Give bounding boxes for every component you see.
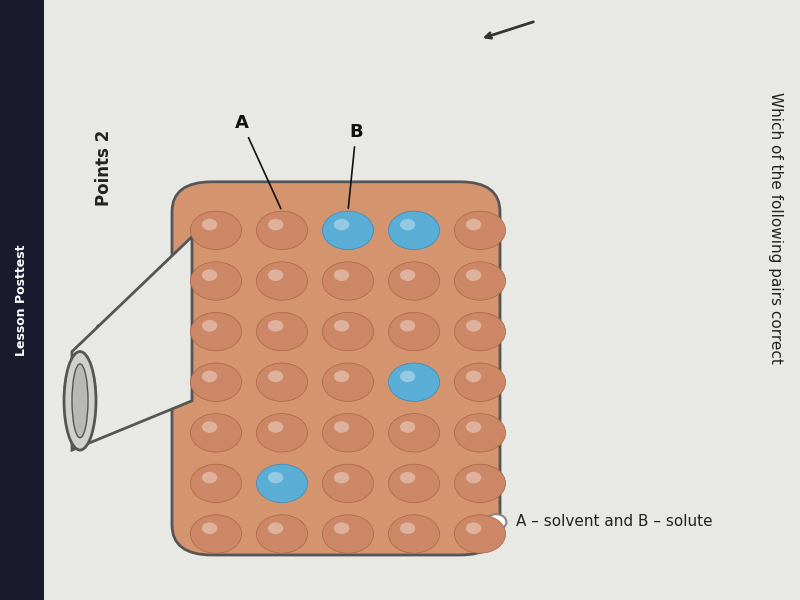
Text: Points 2: Points 2 — [95, 130, 113, 206]
Circle shape — [190, 363, 242, 401]
Circle shape — [400, 269, 415, 281]
Circle shape — [466, 523, 482, 534]
Ellipse shape — [72, 364, 88, 438]
Circle shape — [190, 262, 242, 300]
Circle shape — [389, 262, 440, 300]
Circle shape — [322, 515, 374, 553]
Bar — [0, 0, 44, 600]
Circle shape — [454, 211, 506, 250]
Circle shape — [400, 472, 415, 484]
Circle shape — [322, 363, 374, 401]
Circle shape — [334, 472, 350, 484]
Circle shape — [256, 464, 308, 503]
Circle shape — [389, 363, 440, 401]
Circle shape — [190, 211, 242, 250]
Text: A – solvent and B – solute: A – solvent and B – solute — [516, 514, 713, 529]
Circle shape — [202, 269, 218, 281]
Circle shape — [400, 320, 415, 332]
Circle shape — [400, 219, 415, 230]
Circle shape — [400, 421, 415, 433]
Circle shape — [256, 262, 308, 300]
Circle shape — [322, 413, 374, 452]
Circle shape — [202, 421, 218, 433]
Circle shape — [454, 464, 506, 503]
Circle shape — [256, 413, 308, 452]
Circle shape — [202, 523, 218, 534]
Ellipse shape — [64, 352, 96, 450]
Circle shape — [334, 371, 350, 382]
Text: Which of the following pairs correct: Which of the following pairs correct — [769, 92, 783, 364]
FancyBboxPatch shape — [172, 182, 500, 555]
Circle shape — [190, 515, 242, 553]
Circle shape — [268, 320, 283, 332]
Text: Lesson Posttest: Lesson Posttest — [15, 244, 29, 356]
Circle shape — [322, 262, 374, 300]
Circle shape — [400, 523, 415, 534]
Polygon shape — [72, 236, 192, 450]
Circle shape — [466, 320, 482, 332]
Circle shape — [322, 464, 374, 503]
Circle shape — [202, 320, 218, 332]
Circle shape — [256, 515, 308, 553]
Circle shape — [202, 371, 218, 382]
Circle shape — [454, 515, 506, 553]
Circle shape — [202, 472, 218, 484]
Circle shape — [334, 269, 350, 281]
Circle shape — [466, 472, 482, 484]
Circle shape — [466, 269, 482, 281]
Text: Question 3: Question 3 — [95, 321, 113, 423]
Circle shape — [334, 320, 350, 332]
Circle shape — [334, 421, 350, 433]
Circle shape — [256, 211, 308, 250]
Circle shape — [389, 464, 440, 503]
Circle shape — [454, 313, 506, 351]
Circle shape — [466, 371, 482, 382]
Circle shape — [454, 363, 506, 401]
Circle shape — [454, 262, 506, 300]
Circle shape — [190, 464, 242, 503]
Circle shape — [389, 313, 440, 351]
Circle shape — [268, 523, 283, 534]
Circle shape — [389, 413, 440, 452]
Circle shape — [268, 219, 283, 230]
Circle shape — [466, 421, 482, 433]
Circle shape — [389, 211, 440, 250]
Circle shape — [202, 219, 218, 230]
Circle shape — [190, 313, 242, 351]
Text: B: B — [348, 124, 363, 208]
Circle shape — [466, 219, 482, 230]
Circle shape — [268, 269, 283, 281]
Circle shape — [256, 313, 308, 351]
Circle shape — [389, 515, 440, 553]
Circle shape — [454, 413, 506, 452]
Circle shape — [268, 371, 283, 382]
Circle shape — [268, 472, 283, 484]
Circle shape — [334, 219, 350, 230]
Circle shape — [256, 363, 308, 401]
Circle shape — [322, 211, 374, 250]
Text: A: A — [235, 115, 281, 209]
Circle shape — [268, 421, 283, 433]
Circle shape — [322, 313, 374, 351]
Circle shape — [400, 371, 415, 382]
Circle shape — [486, 514, 506, 530]
Circle shape — [190, 413, 242, 452]
Circle shape — [334, 523, 350, 534]
